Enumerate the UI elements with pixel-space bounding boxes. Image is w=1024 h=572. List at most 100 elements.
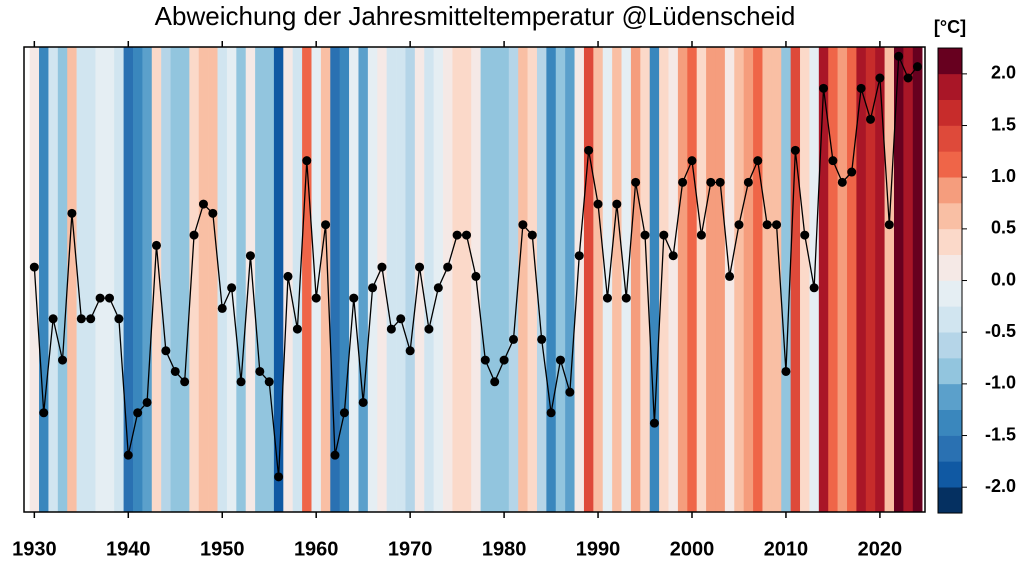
stripe xyxy=(123,47,134,512)
point xyxy=(602,293,612,303)
point xyxy=(349,293,359,303)
colorbar-bin xyxy=(938,73,962,100)
stripe xyxy=(762,47,773,512)
point xyxy=(358,397,368,407)
point xyxy=(283,271,293,281)
point xyxy=(415,262,425,272)
x-tick-label: 1930 xyxy=(12,538,57,560)
colorbar-bin xyxy=(938,254,962,281)
point xyxy=(170,366,180,376)
stripe xyxy=(377,47,387,512)
point xyxy=(180,377,190,387)
point xyxy=(198,199,208,209)
stripe xyxy=(781,47,791,512)
stripe xyxy=(818,47,829,512)
point xyxy=(462,230,472,240)
point xyxy=(396,314,406,324)
point xyxy=(809,283,819,293)
point xyxy=(753,156,763,166)
stripe xyxy=(677,47,688,512)
stripe xyxy=(715,47,726,512)
stripe xyxy=(574,47,585,512)
point xyxy=(743,177,753,187)
x-tick-label: 1980 xyxy=(482,538,527,560)
stripe xyxy=(640,47,651,512)
stripe xyxy=(358,47,369,512)
colorbar-tick-label: -1.5 xyxy=(985,424,1016,444)
colorbar-bin xyxy=(938,177,962,204)
point xyxy=(884,220,894,230)
point xyxy=(151,240,161,250)
point xyxy=(142,397,152,407)
stripe xyxy=(536,47,547,512)
colorbar-tick-label: 2.0 xyxy=(991,63,1016,83)
colorbar-tick-label: 0.5 xyxy=(991,218,1016,238)
point xyxy=(631,177,641,187)
stripe xyxy=(236,47,247,512)
point xyxy=(255,366,265,376)
point xyxy=(452,230,462,240)
stripe xyxy=(217,47,228,512)
point xyxy=(903,73,913,83)
stripe xyxy=(367,47,378,512)
point xyxy=(725,271,735,281)
stripe xyxy=(142,47,153,512)
stripe xyxy=(884,47,895,512)
point xyxy=(584,145,594,155)
colorbar-bin xyxy=(938,280,962,307)
stripe xyxy=(179,47,190,512)
point xyxy=(856,83,866,93)
point xyxy=(161,346,171,356)
stripe xyxy=(39,47,49,512)
point xyxy=(330,450,340,460)
stripe xyxy=(104,47,115,512)
point xyxy=(29,262,39,272)
point xyxy=(368,283,378,293)
stripe xyxy=(67,47,77,512)
point xyxy=(377,262,387,272)
stripe xyxy=(151,47,162,512)
colorbar-bin xyxy=(938,151,962,178)
point xyxy=(424,324,434,334)
stripe xyxy=(696,47,707,512)
x-tick-label: 1950 xyxy=(200,538,245,560)
point xyxy=(565,387,575,397)
stripe xyxy=(424,47,434,512)
stripe xyxy=(132,47,143,512)
stripe xyxy=(753,47,763,512)
x-tick-label: 1940 xyxy=(106,538,151,560)
point xyxy=(208,208,218,218)
point xyxy=(819,83,829,93)
colorbar-bin xyxy=(938,487,962,514)
point xyxy=(894,51,904,61)
point xyxy=(790,145,800,155)
colorbar-bin xyxy=(938,203,962,230)
point xyxy=(39,408,49,418)
stripe xyxy=(273,47,284,512)
point xyxy=(537,334,547,344)
colorbar-tick-label: 1.0 xyxy=(991,166,1016,186)
stripe xyxy=(396,47,406,512)
point xyxy=(678,177,688,187)
point xyxy=(574,251,584,261)
stripe xyxy=(612,47,622,512)
stripe xyxy=(386,47,397,512)
point xyxy=(58,355,68,365)
point xyxy=(772,220,782,230)
x-tick-label: 2020 xyxy=(858,538,903,560)
stripe xyxy=(630,47,641,512)
colorbar-bin xyxy=(938,383,962,410)
point xyxy=(687,156,697,166)
stripe xyxy=(856,47,867,512)
point xyxy=(76,314,86,324)
stripe xyxy=(555,47,566,512)
stripe xyxy=(57,47,68,512)
stripe xyxy=(546,47,557,512)
colorbar-bin xyxy=(938,228,962,255)
stripe xyxy=(170,47,181,512)
stripe xyxy=(865,47,876,512)
stripe xyxy=(433,47,444,512)
stripe xyxy=(264,47,275,512)
plot-frame xyxy=(23,46,926,513)
stripe xyxy=(330,47,340,512)
